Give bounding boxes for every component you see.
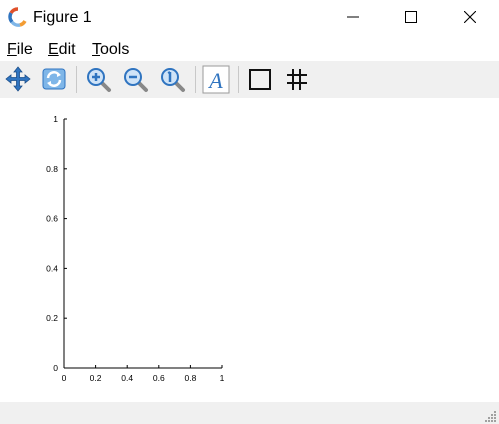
- y-tick-label: 0.2: [46, 313, 58, 323]
- minimize-icon: [347, 16, 359, 18]
- toolbar-separator: [195, 66, 196, 93]
- toolbar: A: [0, 61, 499, 98]
- x-tick-label: 0.4: [121, 373, 133, 383]
- rotate-icon: [42, 68, 66, 90]
- x-tick-label: 0: [62, 373, 67, 383]
- pan-icon: [5, 66, 31, 92]
- text-icon: A: [202, 65, 230, 94]
- menu-tools-label: ools: [100, 41, 130, 58]
- axes-plot[interactable]: 0 0.2 0.4 0.6 0.8 1 0 0.2 0.4 0.6 0.8 1: [0, 98, 499, 402]
- y-tick-label: 0.6: [46, 214, 58, 224]
- zoom-in-button[interactable]: [82, 63, 114, 95]
- menu-file[interactable]: File: [7, 40, 33, 60]
- menu-edit-label: dit: [58, 41, 76, 58]
- pan-button[interactable]: [2, 63, 34, 95]
- x-tick-label: 1: [220, 373, 225, 383]
- window-title: Figure 1: [33, 9, 92, 26]
- menu-edit[interactable]: Edit: [48, 40, 76, 60]
- maximize-button[interactable]: [388, 0, 434, 35]
- zoom-reset-icon: [161, 68, 185, 92]
- y-tick-label: 0.8: [46, 164, 58, 174]
- title-bar: Figure 1: [0, 0, 499, 35]
- text-button[interactable]: A: [200, 63, 232, 95]
- figure-canvas[interactable]: 0 0.2 0.4 0.6 0.8 1 0 0.2 0.4 0.6 0.8 1: [0, 98, 499, 402]
- maximize-icon: [405, 11, 417, 23]
- close-button[interactable]: [447, 0, 493, 35]
- menu-file-mnemonic: F: [7, 41, 17, 58]
- menu-tools[interactable]: Tools: [92, 40, 129, 60]
- grid-icon: [287, 69, 307, 90]
- x-tick-label: 0.6: [153, 373, 165, 383]
- zoom-reset-button[interactable]: [156, 63, 188, 95]
- toolbar-separator: [238, 66, 239, 93]
- svg-text:A: A: [207, 68, 223, 93]
- zoom-in-icon: [87, 68, 111, 92]
- box-icon: [249, 69, 271, 90]
- y-tick-label: 0: [53, 363, 58, 373]
- y-tick-label: 1: [53, 114, 58, 124]
- minimize-button[interactable]: [330, 0, 376, 35]
- menu-file-label: ile: [16, 41, 33, 58]
- x-tick-label: 0.8: [184, 373, 196, 383]
- menu-tools-mnemonic: T: [92, 41, 100, 58]
- menu-edit-mnemonic: E: [48, 41, 59, 58]
- axes-box-button[interactable]: [244, 63, 276, 95]
- x-tick-label: 0.2: [90, 373, 102, 383]
- rotate-button[interactable]: [38, 63, 70, 95]
- grid-button[interactable]: [281, 63, 313, 95]
- close-icon: [464, 11, 476, 23]
- octave-logo-icon: [8, 7, 27, 27]
- toolbar-separator: [76, 66, 77, 93]
- zoom-out-button[interactable]: [119, 63, 151, 95]
- zoom-out-icon: [124, 68, 148, 92]
- menu-bar: File Edit Tools: [0, 38, 499, 60]
- status-bar: [0, 402, 499, 424]
- resize-grip-icon[interactable]: [485, 410, 497, 422]
- y-tick-label: 0.4: [46, 263, 58, 273]
